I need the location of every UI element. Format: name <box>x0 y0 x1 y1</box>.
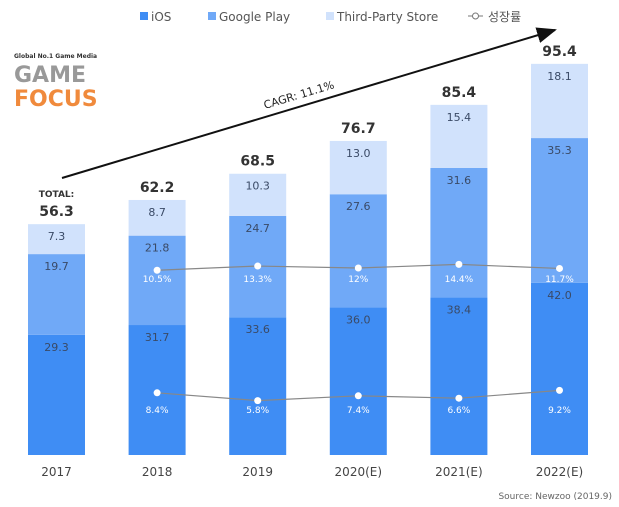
growth-marker <box>153 389 161 397</box>
bar-ios-2019 <box>229 317 287 455</box>
growth-marker <box>254 397 262 405</box>
bar-third-party-store-2022(E) <box>531 63 588 139</box>
bar-third-party-store-2018 <box>128 199 186 236</box>
growth-label: 11.7% <box>545 275 574 285</box>
bar-ios-2022(E) <box>531 282 588 455</box>
growth-marker <box>153 266 161 274</box>
legend-swatch-0 <box>140 12 148 20</box>
growth-label: 8.4% <box>146 406 169 416</box>
growth-label: 5.8% <box>246 406 269 416</box>
bar-google-play-2020(E) <box>329 194 387 308</box>
x-tick-label: 2017 <box>41 465 72 479</box>
bar-value-label: 13.0 <box>346 147 371 160</box>
growth-label: 13.3% <box>243 275 272 285</box>
growth-label: 7.4% <box>347 406 370 416</box>
watermark-tagline: Global No.1 Game Media <box>14 53 97 60</box>
total-label: 85.4 <box>442 85 477 101</box>
total-label: 76.7 <box>341 121 376 137</box>
bar-third-party-store-2020(E) <box>329 140 387 195</box>
x-tick-label: 2022(E) <box>536 465 583 479</box>
growth-marker <box>354 264 362 272</box>
growth-label: 10.5% <box>143 275 172 285</box>
growth-label: 12% <box>348 275 368 285</box>
total-label: 95.4 <box>542 44 577 60</box>
growth-label: 14.4% <box>445 275 474 285</box>
total-prefix: TOTAL: <box>39 190 75 200</box>
source-note: Source: Newzoo (2019.9) <box>498 492 612 502</box>
bar-value-label: 35.3 <box>547 144 572 157</box>
bar-value-label: 24.7 <box>245 222 270 235</box>
bar-google-play-2021(E) <box>430 168 488 298</box>
watermark-logo-line1: GAME <box>14 63 86 88</box>
growth-marker <box>556 264 563 272</box>
bar-google-play-2022(E) <box>531 138 588 283</box>
x-tick-label: 2019 <box>242 465 273 479</box>
bar-value-label: 31.7 <box>145 331 170 344</box>
legend-label-2: Third-Party Store <box>336 10 438 24</box>
growth-marker <box>455 260 463 268</box>
total-label: 68.5 <box>240 154 275 170</box>
bar-third-party-store-2017 <box>28 224 85 255</box>
bar-value-label: 31.6 <box>447 174 472 187</box>
bar-ios-2021(E) <box>430 297 488 455</box>
growth-label: 6.6% <box>447 406 470 416</box>
cagr-arrow <box>61 27 557 179</box>
bar-ios-2017 <box>28 334 85 455</box>
bar-value-label: 29.3 <box>44 341 69 354</box>
total-label: 62.2 <box>140 180 175 196</box>
growth-marker <box>556 386 563 394</box>
growth-marker <box>354 392 362 400</box>
legend-label-1: Google Play <box>219 10 290 24</box>
bar-value-label: 7.3 <box>48 230 66 243</box>
x-tick-label: 2018 <box>142 465 173 479</box>
bar-value-label: 27.6 <box>346 200 371 213</box>
bar-value-label: 18.1 <box>547 70 572 83</box>
bar-value-label: 21.8 <box>145 242 170 255</box>
bar-value-label: 19.7 <box>44 260 69 273</box>
watermark-logo-line2: FOCUS <box>14 87 98 112</box>
bar-google-play-2018 <box>128 235 186 326</box>
bar-value-label: 36.0 <box>346 313 371 326</box>
legend-swatch-1 <box>208 12 216 20</box>
bar-google-play-2017 <box>28 254 85 335</box>
legend-label-0: iOS <box>151 10 171 24</box>
bar-value-label: 33.6 <box>245 323 270 336</box>
growth-label: 9.2% <box>548 406 571 416</box>
growth-marker <box>254 262 262 270</box>
bar-value-label: 38.4 <box>447 304 472 317</box>
legend-growth-marker <box>472 12 479 20</box>
bar-ios-2020(E) <box>329 307 387 455</box>
x-tick-label: 2020(E) <box>335 465 382 479</box>
total-label: 56.3 <box>39 204 74 220</box>
bar-third-party-store-2019 <box>229 173 287 216</box>
growth-marker <box>455 394 463 402</box>
bar-value-label: 15.4 <box>447 111 472 124</box>
legend-swatch-2 <box>326 12 334 20</box>
bar-value-label: 8.7 <box>148 206 166 219</box>
bar-third-party-store-2021(E) <box>430 104 488 168</box>
x-tick-label: 2021(E) <box>435 465 482 479</box>
legend-growth-label: 성장률 <box>488 10 521 24</box>
bar-value-label: 42.0 <box>547 289 572 302</box>
bar-value-label: 10.3 <box>245 180 270 193</box>
